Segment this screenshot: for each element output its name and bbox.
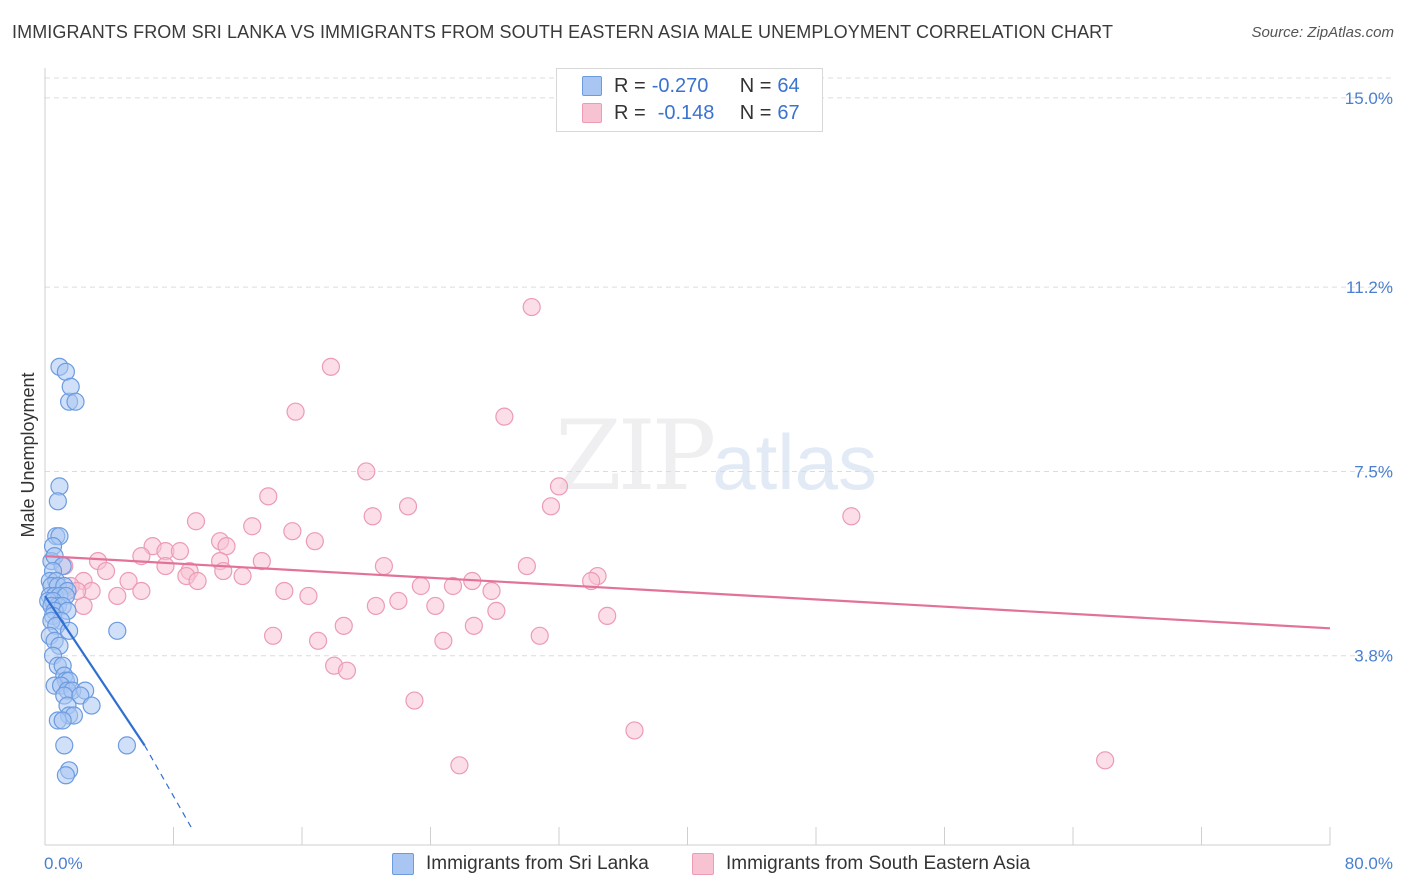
- point-south-eastern-asia: [283, 522, 302, 541]
- legend-n-value: 64: [777, 74, 800, 97]
- point-south-eastern-asia: [363, 507, 382, 526]
- legend-swatch-blue: [582, 76, 602, 96]
- point-south-eastern-asia: [259, 487, 278, 506]
- point-south-eastern-asia: [275, 581, 294, 601]
- point-south-eastern-asia: [582, 571, 601, 591]
- point-south-eastern-asia: [252, 551, 271, 571]
- point-sri-lanka: [55, 736, 74, 755]
- legend-series-name: Immigrants from Sri Lanka: [426, 853, 649, 874]
- legend-r-value: -0.270: [651, 74, 709, 97]
- x-tick-labels: 0.0% 80.0%: [44, 854, 1393, 873]
- correlation-legend: R = -0.270 N = 64 R = -0.148 N = 67: [556, 68, 823, 132]
- point-south-eastern-asia: [170, 542, 190, 561]
- axes: [44, 68, 1331, 846]
- trend-line-sri-lanka-extension: [144, 745, 194, 831]
- trend-line-south-eastern-asia: [44, 555, 1331, 630]
- point-sri-lanka: [66, 392, 85, 411]
- point-south-eastern-asia: [517, 556, 536, 576]
- y-tick-label: 15.0%: [1345, 89, 1393, 108]
- trend-lines: [44, 555, 1331, 831]
- watermark-atlas: atlas: [712, 418, 877, 506]
- legend-r-label: R =: [614, 74, 646, 97]
- point-south-eastern-asia: [119, 571, 138, 591]
- series-sri-lanka-points: [39, 357, 137, 785]
- point-south-eastern-asia: [549, 477, 569, 496]
- point-south-eastern-asia: [389, 591, 408, 611]
- point-south-eastern-asia: [299, 586, 318, 606]
- point-south-eastern-asia: [450, 756, 469, 775]
- point-south-eastern-asia: [398, 497, 418, 516]
- legend-series-name: Immigrants from South Eastern Asia: [726, 853, 1031, 874]
- point-south-eastern-asia: [464, 616, 483, 635]
- x-tick-label: 80.0%: [1345, 854, 1393, 873]
- point-south-eastern-asia: [487, 601, 506, 621]
- point-south-eastern-asia: [96, 561, 116, 581]
- y-tick-label: 7.5%: [1354, 462, 1393, 481]
- point-south-eastern-asia: [156, 556, 175, 576]
- y-tick-label: 11.2%: [1346, 278, 1393, 297]
- point-south-eastern-asia: [321, 357, 341, 376]
- point-south-eastern-asia: [598, 606, 617, 625]
- legend-r-value: -0.148: [657, 101, 715, 124]
- point-sri-lanka: [48, 492, 67, 511]
- point-south-eastern-asia: [842, 507, 861, 526]
- point-south-eastern-asia: [357, 462, 376, 481]
- point-south-eastern-asia: [305, 532, 324, 551]
- point-south-eastern-asia: [263, 626, 283, 645]
- point-sri-lanka: [108, 621, 127, 640]
- x-tick-label: 0.0%: [44, 854, 83, 873]
- point-south-eastern-asia: [233, 566, 252, 586]
- point-south-eastern-asia: [411, 576, 430, 596]
- point-south-eastern-asia: [426, 596, 445, 616]
- legend-n-label: N =: [739, 74, 772, 97]
- point-sri-lanka: [53, 711, 72, 730]
- legend-swatch-blue: [392, 853, 414, 875]
- point-south-eastern-asia: [132, 581, 151, 601]
- chart-title: IMMIGRANTS FROM SRI LANKA VS IMMIGRANTS …: [12, 22, 1114, 42]
- point-sri-lanka: [117, 736, 137, 755]
- y-tick-label: 3.8%: [1354, 647, 1393, 666]
- point-sri-lanka: [56, 766, 75, 785]
- y-axis-label: Male Unemployment: [18, 372, 38, 537]
- point-south-eastern-asia: [1096, 751, 1115, 770]
- legend-r-label: R =: [614, 101, 646, 124]
- point-south-eastern-asia: [625, 721, 644, 740]
- point-south-eastern-asia: [495, 407, 514, 426]
- point-south-eastern-asia: [337, 661, 357, 680]
- point-south-eastern-asia: [188, 571, 207, 591]
- y-tick-labels: 3.8% 7.5% 11.2% 15.0%: [1345, 89, 1393, 666]
- bottom-legend-south-eastern-asia[interactable]: Immigrants from South Eastern Asia: [692, 851, 1030, 877]
- point-south-eastern-asia: [366, 596, 385, 616]
- legend-row-sri-lanka: R = -0.270 N = 64: [582, 73, 800, 99]
- point-south-eastern-asia: [482, 581, 501, 601]
- trend-line-sri-lanka: [44, 595, 146, 746]
- legend-swatch-pink: [582, 103, 602, 123]
- point-south-eastern-asia: [541, 497, 561, 516]
- point-south-eastern-asia: [243, 517, 262, 536]
- legend-n-label: N =: [739, 101, 772, 124]
- point-south-eastern-asia: [434, 631, 453, 650]
- legend-swatch-pink: [692, 853, 714, 875]
- watermark: ZIPatlas: [555, 400, 877, 512]
- point-sri-lanka: [82, 696, 101, 715]
- point-south-eastern-asia: [108, 586, 127, 606]
- point-south-eastern-asia: [530, 626, 549, 645]
- point-south-eastern-asia: [186, 512, 206, 531]
- point-south-eastern-asia: [374, 556, 394, 576]
- point-sri-lanka: [50, 477, 69, 496]
- bottom-legend-sri-lanka[interactable]: Immigrants from Sri Lanka: [392, 851, 649, 877]
- legend-row-south-eastern-asia: R = -0.148 N = 67: [582, 100, 800, 126]
- point-south-eastern-asia: [308, 631, 328, 650]
- point-south-eastern-asia: [286, 402, 305, 421]
- point-south-eastern-asia: [334, 616, 353, 635]
- watermark-zip: ZIP: [555, 400, 716, 512]
- series-south-eastern-asia-points: [55, 297, 1115, 775]
- legend-n-value: 67: [777, 101, 800, 124]
- point-south-eastern-asia: [443, 576, 463, 596]
- point-south-eastern-asia: [405, 691, 424, 710]
- source-label: Source: ZipAtlas.com: [1251, 24, 1394, 41]
- point-south-eastern-asia: [522, 297, 541, 317]
